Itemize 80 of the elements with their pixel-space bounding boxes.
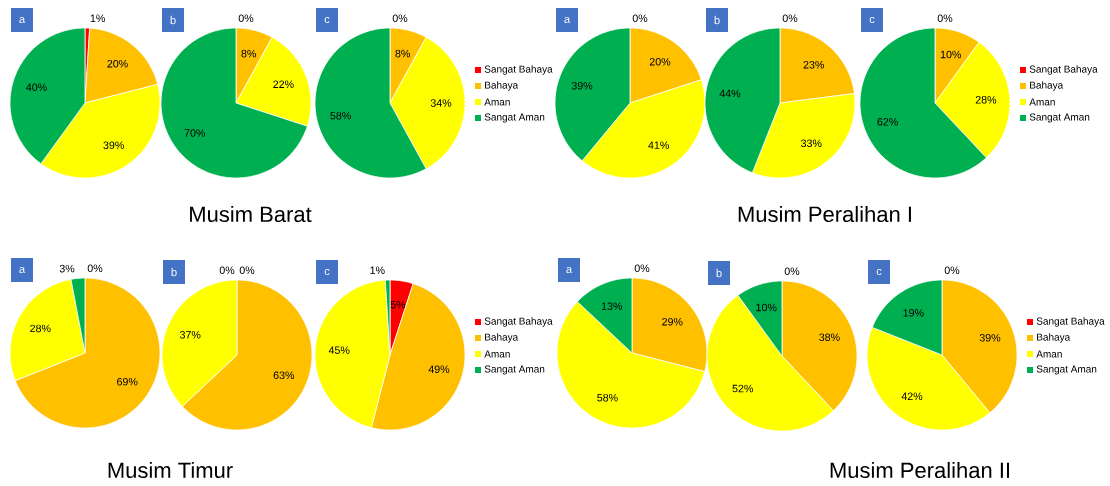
chart-title: a	[566, 266, 573, 274]
legend-label: Sangat Bahaya	[1029, 65, 1098, 75]
data-label: 33%	[800, 139, 822, 148]
legend-label: Aman	[484, 98, 510, 106]
legend-label: Sangat Aman	[484, 113, 545, 123]
chart-title: a	[19, 266, 26, 274]
data-label: 63%	[273, 371, 295, 380]
data-label: 49%	[428, 365, 450, 373]
data-label: 29%	[662, 317, 683, 326]
data-label: 22%	[273, 80, 294, 88]
data-label: 20%	[649, 57, 671, 66]
data-label: 1%	[90, 14, 105, 23]
text: 0%	[239, 266, 255, 275]
data-label: 42%	[901, 392, 923, 401]
chart-title: a	[564, 16, 571, 24]
data-label: 20%	[107, 59, 128, 68]
data-label: 28%	[975, 96, 997, 104]
data-label: 19%	[903, 309, 924, 317]
legend-label: Aman	[1036, 350, 1062, 358]
legend-label: Aman	[1029, 98, 1055, 106]
legend-label: Sangat Bahaya	[484, 65, 553, 75]
data-label: 39%	[103, 141, 124, 149]
chart-title: c	[869, 16, 875, 24]
text: Musim Timur	[108, 461, 233, 479]
text: Musim Barat	[190, 205, 312, 223]
legend-label: Bahaya	[485, 333, 519, 343]
text: 0%	[784, 267, 800, 276]
text: Musim Peralihan I	[738, 205, 911, 223]
chart-title: b	[171, 267, 177, 277]
text: 0%	[937, 14, 953, 23]
data-label: 45%	[328, 346, 350, 354]
text: 0%	[632, 14, 648, 23]
data-label: 38%	[819, 333, 840, 341]
legend-label: Sangat Aman	[1036, 365, 1097, 375]
chart-title: c	[324, 16, 330, 24]
data-label: 8%	[395, 49, 411, 58]
chart-title: c	[324, 268, 330, 276]
text: 0%	[634, 264, 650, 273]
legend-label: Sangat Aman	[1029, 113, 1090, 123]
data-label: 44%	[719, 89, 741, 98]
data-label: 69%	[117, 377, 138, 386]
data-label: 5%	[390, 300, 406, 309]
data-label: 10%	[940, 50, 962, 59]
text: 0%	[944, 266, 960, 275]
data-label: 40%	[26, 83, 47, 92]
legend-label: Aman	[484, 350, 510, 358]
data-label: 62%	[877, 118, 898, 126]
legend-label: Sangat Bahaya	[1036, 317, 1105, 327]
legend-label: Bahaya	[1037, 333, 1071, 343]
data-label: 3%	[59, 264, 75, 273]
legend-label: Bahaya	[485, 81, 519, 91]
legend-label: Bahaya	[1030, 81, 1064, 91]
data-label: 13%	[601, 302, 623, 310]
data-label: 37%	[179, 330, 201, 339]
chart-title: a	[19, 16, 26, 24]
chart-title: b	[170, 15, 176, 25]
data-label: 70%	[184, 129, 206, 137]
text: 0%	[219, 266, 235, 275]
text: Musim Peralihan II	[830, 461, 1010, 479]
legend-label: Sangat Aman	[484, 365, 545, 375]
data-label: 10%	[756, 303, 777, 312]
data-label: 1%	[370, 266, 385, 275]
text: 0%	[392, 14, 408, 23]
chart-title: b	[714, 15, 720, 25]
data-label: 34%	[430, 99, 452, 107]
data-label: 41%	[648, 141, 669, 149]
chart-title: b	[716, 268, 722, 278]
data-label: 8%	[241, 49, 256, 58]
text: 0%	[238, 14, 254, 23]
text: 0%	[87, 264, 103, 273]
data-label: 58%	[330, 111, 351, 120]
data-label: 23%	[803, 60, 825, 69]
legend-label: Sangat Bahaya	[484, 317, 553, 327]
data-label: 39%	[571, 81, 593, 90]
text: 0%	[782, 14, 798, 23]
data-label: 39%	[979, 333, 1001, 342]
data-label: 58%	[597, 393, 618, 402]
chart-title: c	[876, 268, 882, 276]
data-label: 52%	[732, 384, 753, 393]
data-label: 28%	[30, 324, 51, 333]
